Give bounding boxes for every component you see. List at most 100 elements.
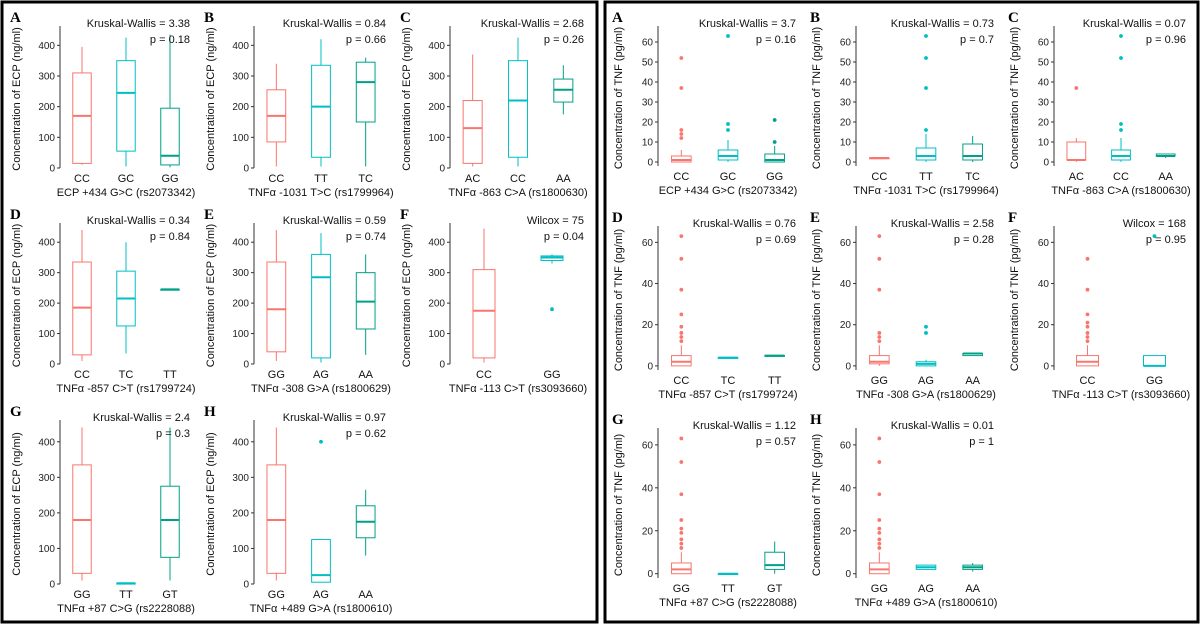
ecp-panel-a-group-cc-box [72,72,92,164]
tnf-panel-c-p-value: p = 0.96 [1146,34,1186,46]
tnf-panel-g-group-tt-x-label: TT [721,583,735,595]
tnf-panel-h-group-gg-outlier [877,518,882,522]
tnf-panel-e-letter: E [810,210,820,226]
ecp-panel-e-p-value: p = 0.74 [346,231,386,243]
ecp-panel-h: H 0 100 200 300 400 Concentration of ECP (ng/m… [204,404,392,615]
tnf-panel-e-group-gg-outlier [877,339,882,344]
tnf-panel-d-group-cc-outlier [679,335,684,339]
ecp-panel-g-group-tt-x-label: TT [119,589,133,601]
tnf-panel-h-group-gg-outlier [877,492,882,497]
ecp-panel-h-group-ag-box [311,539,331,583]
tnf-panel-f-y-label: Concentration of TNF (pg/ml) [1009,229,1021,371]
ecp-panel-a-letter: A [10,10,21,26]
tnf-panel-g-group-gg-outlier [679,537,684,542]
ecp-figure-frame [0,0,599,624]
tnf-panel-c-y-tick-label: 60 [1038,38,1050,49]
ecp-panel-c-group-aa-x-label: AA [556,173,571,185]
ecp-panel-a-group-gg-box [160,107,180,166]
ecp-panel-d-y-tick-label: 100 [38,329,55,340]
tnf-panel-h-y-tick-label: 40 [840,483,852,494]
ecp-panel-e-y-tick-label: 400 [232,238,249,249]
ecp-panel-c-test-stat: Kruskal-Wallis = 2.68 [481,18,584,30]
tnf-panel-e-y-tick-label: 20 [840,320,852,331]
ecp-panel-a-group-gc-x-label: GC [118,173,135,185]
ecp-panel-b-y-tick-label: 400 [232,41,249,52]
ecp-panel-b-group-tt: TT [311,39,331,185]
tnf-panel-e-group-ag-outlier [924,324,928,329]
tnf-panel-c-y-tick-label: 0 [1043,158,1049,169]
tnf-panel-d-group-cc-outlier [679,324,684,329]
tnf-panel-a-y-label: Concentration of TNF (pg/ml) [613,27,625,169]
ecp-panel-a-group-gc-box [116,60,136,152]
tnf-panel-h-group-ag: AG [915,564,937,595]
ecp-panel-f-y-tick-label: 200 [428,299,445,310]
tnf-panel-d-group-cc-outlier [679,312,684,317]
ecp-panel-e-y-tick-label: 0 [243,360,249,371]
ecp-panel-a-x-label: ECP +434 G>C (rs2073342) [57,187,196,199]
tnf-panel-g-letter: G [612,412,624,428]
tnf-panel-c-y-label: Concentration of TNF (pg/ml) [1009,27,1021,169]
ecp-panel-c-group-cc: CC [507,37,529,185]
tnf-panel-c-y-tick-label: 30 [1038,98,1050,109]
tnf-panel-a-group-cc-outlier [679,86,684,90]
tnf-panel-g-group-gg-x-label: GG [673,583,690,595]
ecp-panel-b-group-tt-box [311,64,331,158]
tnf-panel-h-group-gg-outlier [877,436,882,441]
tnf-panel-h-group-gg: GG [869,436,890,595]
tnf-panel-d-group-cc-outlier [679,331,684,335]
tnf-panel-b-y-tick-label: 10 [840,138,852,149]
ecp-panel-c-y-tick-label: 300 [428,72,445,83]
ecp-panel-h-group-gg: GG [266,427,287,601]
tnf-panel-e-y-tick-label: 0 [845,361,851,372]
ecp-panel-a-p-value: p = 0.18 [150,34,190,46]
tnf-panel-d-group-cc-outlier [679,234,684,239]
tnf-panel-d-y-tick-label: 0 [647,361,653,372]
tnf-panel-b: B 0 10 20 30 40 50 60 Concentration of TNF (pg/m… [810,10,999,197]
ecp-panel-g-group-gt-box [160,485,180,558]
tnf-panel-h-test-stat: Kruskal-Wallis = 0.01 [891,420,994,432]
tnf-panel-e-group-gg-outlier [877,287,882,292]
tnf-panel-e-group-gg-outlier [877,256,882,261]
ecp-panel-d-test-stat: Kruskal-Wallis = 0.34 [87,215,190,227]
ecp-panel-g-y-label: Concentration of ECP (ng/ml) [11,432,23,575]
tnf-panel-e-group-ag-x-label: AG [918,375,934,387]
tnf-panel-a-y-tick-label: 50 [642,58,654,69]
tnf-panel-f-group-gg-outlier [1152,234,1157,239]
ecp-panel-b-test-stat: Kruskal-Wallis = 0.84 [283,18,386,30]
ecp-panel-e-group-aa: AA [355,254,376,381]
ecp-panel-g-x-label: TNFα +87 C>G (rs2228088) [57,603,195,615]
tnf-panel-f-group-cc-box [1076,355,1099,367]
ecp-panel-b-y-tick-label: 100 [232,133,249,144]
tnf-panel-a-p-value: p = 0.16 [756,34,796,46]
ecp-panel-h-p-value: p = 0.62 [346,428,386,440]
tnf-panel-d-test-stat: Kruskal-Wallis = 0.76 [693,218,796,230]
ecp-panel-a-y-tick-label: 200 [38,102,55,113]
tnf-panel-b-group-cc: CC [869,157,890,183]
tnf-panel-g-group-gg-outlier [679,518,684,522]
ecp-panel-f-group-gg-x-label: GG [543,369,560,381]
ecp-panel-g-group-gg-x-label: GG [73,589,90,601]
tnf-panel-h-group-ag-x-label: AG [918,583,934,595]
tnf-panel-c-group-ac: AC [1066,86,1087,183]
ecp-panel-b-x-label: TNFα -1031 T>C (rs1799964) [248,187,393,199]
ecp-panel-e-group-aa-x-label: AA [358,369,373,381]
ecp-panel-e-y-tick-label: 100 [232,329,249,340]
ecp-panel-b-group-cc: CC [266,63,287,185]
tnf-panel-d: D 0 20 40 60 Concentration of TNF (pg/ml) CC TC… [612,210,798,401]
ecp-panel-b-y-tick-label: 0 [243,164,249,175]
ecp-panel-g-group-gt-x-label: GT [162,589,178,601]
ecp-panel-f-group-cc-x-label: CC [476,369,492,381]
tnf-panel-e-group-gg-outlier [877,331,882,335]
tnf-panel-e-group-aa: AA [962,352,983,387]
tnf-panel-f-test-stat: Wilcox = 168 [1123,218,1186,230]
tnf-panel-c-group-cc-x-label: CC [1113,171,1129,183]
tnf-panel-f-y-tick-label: 40 [1038,279,1050,290]
ecp-panel-g-y-tick-label: 400 [38,437,55,448]
tnf-panel-g-y-tick-label: 0 [647,569,653,580]
ecp-panel-b-p-value: p = 0.66 [346,34,386,46]
ecp-panel-e-group-ag: AG [311,233,331,381]
tnf-panel-f-group-gg-x-label: GG [1146,375,1163,387]
tnf-panel-a-group-gg-outlier [772,140,777,144]
ecp-panel-f: F 0 100 200 300 400 Concentration of ECP (ng/m… [400,207,587,395]
ecp-panel-f-x-label: TNFα -113 C>T (rs3093660) [449,383,587,395]
